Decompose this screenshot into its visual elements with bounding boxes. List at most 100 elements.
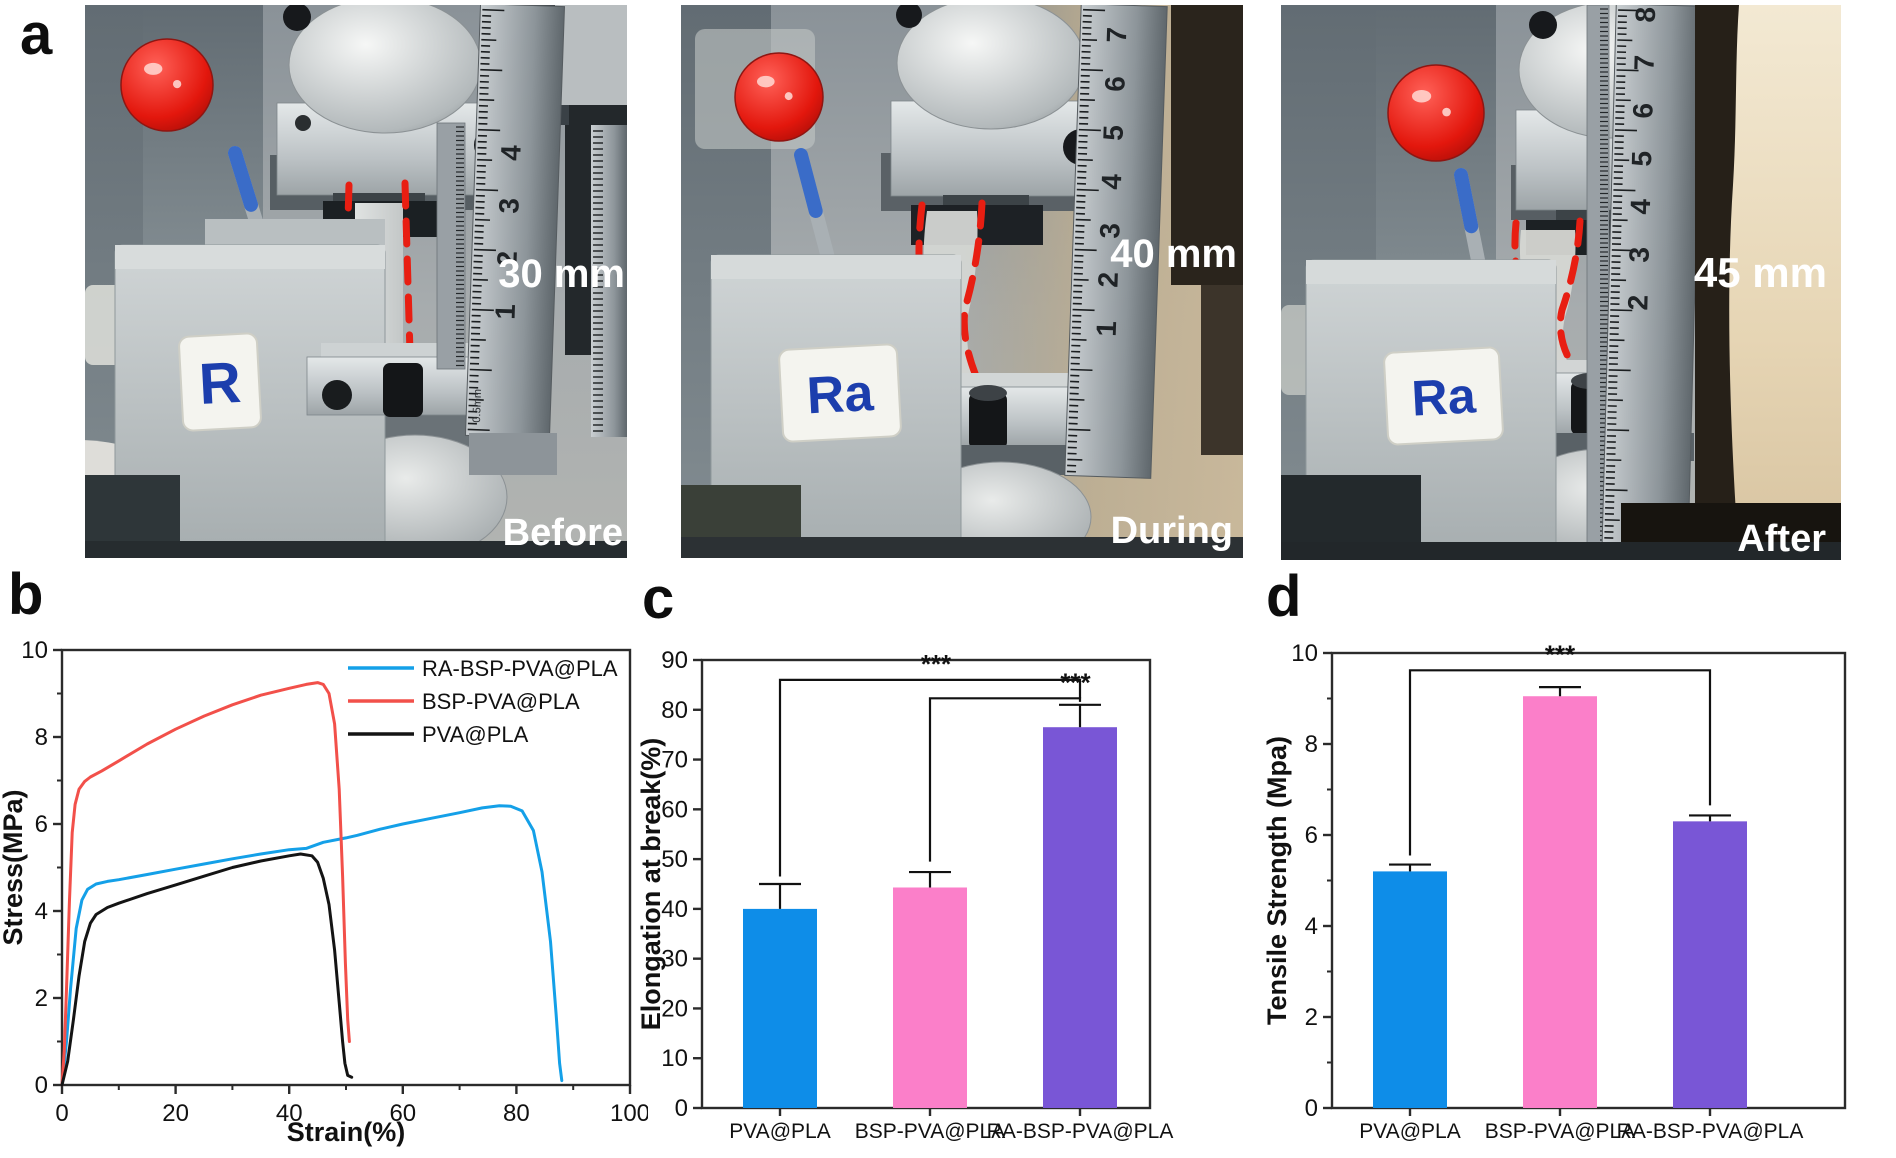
- bolt: [896, 5, 922, 28]
- y-tick-label: 60: [661, 796, 688, 823]
- y-tick-label: 6: [1305, 822, 1318, 849]
- ruler-number: 5: [1098, 125, 1130, 142]
- button-highlight: [144, 62, 163, 75]
- machine-logo: Ra: [805, 364, 875, 425]
- machine-logo: Ra: [1410, 367, 1478, 426]
- bolt: [295, 115, 311, 131]
- button-highlight: [757, 75, 775, 88]
- button-highlight: [784, 92, 793, 101]
- bolt: [1529, 11, 1557, 39]
- button-highlight: [1412, 89, 1432, 103]
- machine-cylinder: [896, 5, 1086, 130]
- legend-label: BSP-PVA@PLA: [422, 689, 580, 714]
- y-tick-label: 50: [661, 846, 688, 873]
- ruler-number: 7: [1101, 27, 1133, 44]
- y-tick-label: 10: [661, 1045, 688, 1072]
- significance-bracket: [778, 678, 1082, 877]
- curve-bsp-pva-pla: [60, 681, 351, 1087]
- significance-bracket: [1408, 669, 1712, 856]
- ruler-number: 1: [1091, 320, 1123, 337]
- y-tick-label: 6: [35, 811, 48, 838]
- panel-letter-c: c: [642, 566, 675, 631]
- logo-plate: [1383, 346, 1504, 446]
- machine-cylinder: [288, 5, 482, 134]
- ruler-number: 2: [491, 250, 523, 267]
- significance-bracket: [928, 697, 1082, 862]
- photo-during-svg: Ra 7 6 5 4 3 2 1 40 mm During: [681, 5, 1243, 558]
- y-tick-label: 8: [1305, 731, 1318, 758]
- ruler-number: 4: [495, 144, 527, 161]
- y-tick-label: 4: [1305, 913, 1318, 940]
- air-hose-blue: [1454, 168, 1479, 234]
- x-tick-label: 80: [503, 1100, 530, 1127]
- measurement-label: 40 mm: [1110, 232, 1237, 276]
- category-label: PVA@PLA: [1359, 1120, 1460, 1143]
- category-label: BSP-PVA@PLA: [855, 1120, 1006, 1143]
- y-tick-label: 10: [1291, 640, 1318, 667]
- chart-elongation: 0 10 20 30 40 50 60 70 80 90 PVA@PLA BSP-PVA@PLARA-…: [640, 647, 1173, 1143]
- steel-ruler: 8 7 6 5 4 3 2: [1601, 5, 1703, 560]
- y-tick-label: 2: [35, 985, 48, 1012]
- measurement-label: 45 mm: [1694, 249, 1827, 296]
- state-label: Before: [503, 512, 623, 554]
- machine-logo: R: [197, 350, 242, 417]
- ruler-number: 2: [1092, 271, 1124, 288]
- ruler-number: 8: [1630, 7, 1661, 23]
- y-axis-title: Elongation at break(%): [640, 738, 666, 1031]
- significance-label: ***: [1545, 639, 1576, 669]
- ruler-number: 3: [493, 197, 525, 214]
- foreground-block: [1729, 5, 1841, 560]
- y-tick-label: 2: [1305, 1004, 1318, 1031]
- y-tick-label: 4: [35, 898, 48, 925]
- curve-pva-pla: [60, 852, 354, 1087]
- specimen-dashed-outline: [1556, 217, 1584, 373]
- air-hose-blue: [228, 146, 258, 212]
- significance-label: ***: [1060, 667, 1091, 697]
- photo-after: Ra 8 7 6 5 4 3 2 45 mm After: [1281, 5, 1841, 560]
- state-label: After: [1737, 518, 1826, 560]
- bolt: [283, 5, 311, 31]
- ruler-number: 4: [1625, 198, 1656, 215]
- emergency-stop-button: [1387, 64, 1485, 162]
- y-tick-label: 0: [675, 1095, 688, 1122]
- measurement-label: 30 mm: [498, 252, 625, 296]
- curve-ra-bsp-pva-pla: [60, 804, 564, 1087]
- photo-before-svg: R 4 3 2 1 0.5mm 30 mm Before: [85, 5, 627, 558]
- specimen-dashed-outline: [401, 179, 414, 357]
- bar-bsp-pva-pla: [1523, 696, 1597, 1108]
- ruler-number: 3: [1094, 222, 1126, 239]
- ruler-number: 4: [1096, 173, 1128, 190]
- legend-label: RA-BSP-PVA@PLA: [422, 656, 618, 681]
- caliper-scale: [436, 122, 466, 370]
- y-axis-title: Stress(MPa): [0, 789, 28, 945]
- photo-after-svg: Ra 8 7 6 5 4 3 2 45 mm After: [1281, 5, 1841, 560]
- ruler-number: 7: [1629, 55, 1660, 71]
- x-tick-label: 100: [610, 1100, 648, 1127]
- significance-label: ***: [921, 649, 952, 679]
- x-tick-label: 0: [55, 1100, 68, 1127]
- ruler-number: 2: [1622, 294, 1653, 310]
- bar-ra-bsp-pva-pla: [1043, 727, 1117, 1108]
- y-tick-label: 80: [661, 697, 688, 724]
- legend-label: PVA@PLA: [422, 722, 529, 747]
- steel-ruler: 7 6 5 4 3 2 1: [1064, 5, 1168, 479]
- category-label: RA-BSP-PVA@PLA: [1617, 1120, 1804, 1143]
- y-axis-title: Tensile Strength (Mpa): [1262, 736, 1292, 1025]
- ruler-number: 3: [1624, 246, 1655, 262]
- logo-plate: [778, 343, 902, 443]
- x-tick-label: 60: [389, 1100, 416, 1127]
- air-hose-blue: [794, 148, 823, 218]
- y-tick-label: 20: [661, 995, 688, 1022]
- panel-letter-b: b: [8, 562, 44, 627]
- x-axis-title: Strain(%): [287, 1117, 406, 1147]
- y-tick-label: 8: [35, 724, 48, 751]
- button-highlight: [172, 79, 182, 89]
- panel-letter-a: a: [20, 2, 53, 67]
- bar-pva-pla: [743, 908, 817, 1108]
- state-label: During: [1111, 510, 1233, 552]
- y-tick-label: 10: [21, 637, 48, 664]
- x-tick-label: 40: [276, 1100, 303, 1127]
